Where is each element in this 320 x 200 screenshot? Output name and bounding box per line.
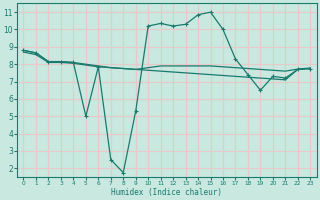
- X-axis label: Humidex (Indice chaleur): Humidex (Indice chaleur): [111, 188, 222, 197]
